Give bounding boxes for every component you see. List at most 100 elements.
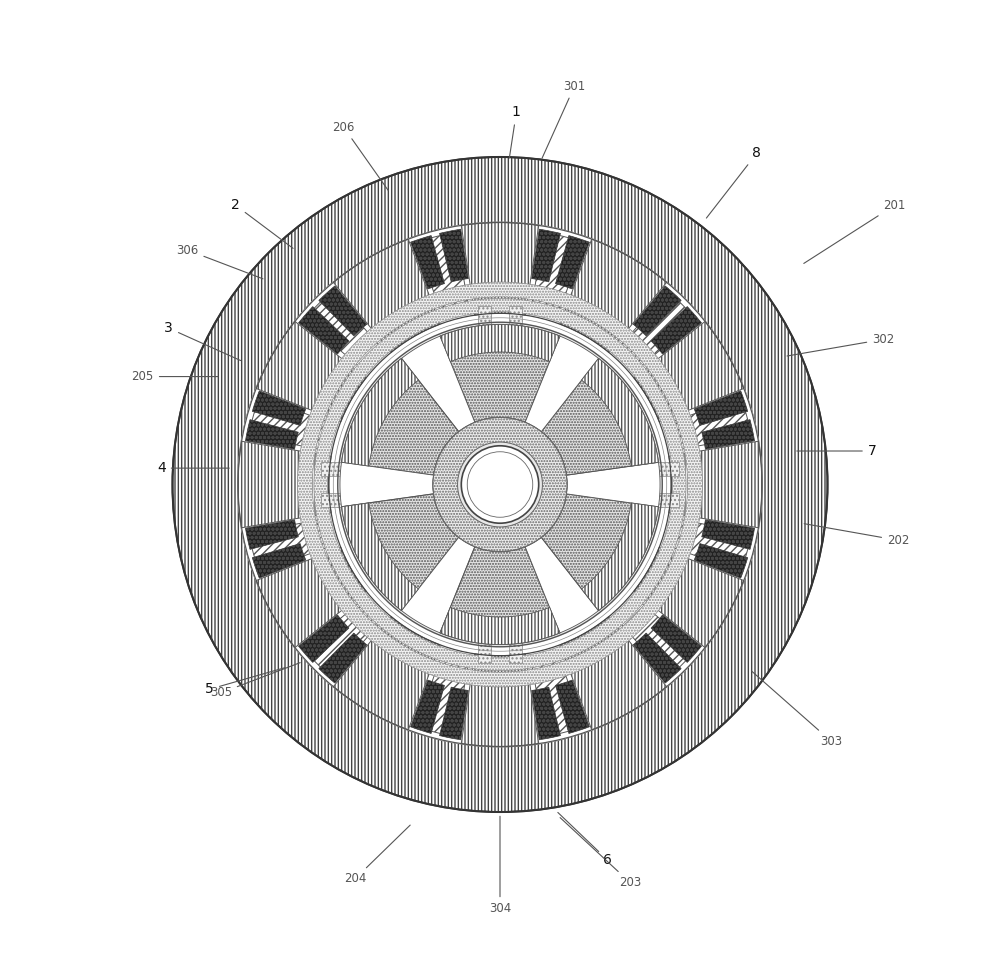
- Text: 306: 306: [176, 243, 263, 279]
- Polygon shape: [333, 616, 440, 730]
- Polygon shape: [651, 306, 701, 354]
- Polygon shape: [694, 544, 748, 578]
- Polygon shape: [411, 680, 444, 734]
- Polygon shape: [560, 616, 667, 730]
- Text: 303: 303: [751, 671, 842, 748]
- Polygon shape: [299, 306, 349, 354]
- Polygon shape: [461, 654, 539, 746]
- Polygon shape: [560, 239, 667, 353]
- Bar: [321, 462, 679, 476]
- Polygon shape: [256, 547, 366, 647]
- Polygon shape: [252, 391, 306, 425]
- Polygon shape: [340, 462, 434, 507]
- Polygon shape: [411, 235, 444, 289]
- Polygon shape: [651, 615, 701, 663]
- Polygon shape: [342, 494, 459, 610]
- Polygon shape: [616, 599, 696, 677]
- Text: 304: 304: [489, 816, 511, 916]
- Polygon shape: [238, 441, 331, 528]
- Polygon shape: [525, 336, 599, 432]
- Text: 203: 203: [560, 818, 641, 890]
- Text: 206: 206: [333, 121, 388, 191]
- Polygon shape: [256, 322, 366, 422]
- Polygon shape: [333, 616, 440, 730]
- Text: 301: 301: [542, 79, 586, 158]
- Circle shape: [433, 418, 567, 551]
- Bar: [478, 306, 491, 663]
- Polygon shape: [669, 441, 762, 528]
- Polygon shape: [245, 519, 298, 549]
- Polygon shape: [633, 633, 681, 683]
- Circle shape: [338, 323, 662, 646]
- Polygon shape: [342, 359, 418, 466]
- Text: 205: 205: [132, 370, 218, 383]
- Polygon shape: [256, 322, 366, 422]
- Text: 305: 305: [210, 663, 300, 700]
- Polygon shape: [666, 397, 751, 451]
- Polygon shape: [531, 652, 583, 736]
- Polygon shape: [440, 325, 560, 422]
- Polygon shape: [541, 494, 658, 610]
- Text: 6: 6: [558, 812, 612, 867]
- Polygon shape: [256, 547, 366, 647]
- Polygon shape: [634, 322, 744, 422]
- Bar: [321, 493, 679, 507]
- Polygon shape: [634, 547, 744, 647]
- Polygon shape: [633, 286, 681, 336]
- Polygon shape: [440, 325, 560, 361]
- Polygon shape: [461, 223, 539, 315]
- Polygon shape: [238, 441, 331, 528]
- Polygon shape: [440, 547, 560, 644]
- Polygon shape: [634, 547, 744, 647]
- Text: 201: 201: [804, 199, 906, 264]
- Polygon shape: [525, 537, 599, 633]
- Polygon shape: [531, 233, 583, 317]
- Text: 1: 1: [509, 106, 521, 158]
- Circle shape: [333, 318, 667, 651]
- Text: 302: 302: [787, 333, 894, 356]
- Polygon shape: [634, 322, 744, 422]
- Polygon shape: [440, 608, 560, 644]
- Polygon shape: [702, 519, 755, 549]
- Text: 204: 204: [344, 825, 410, 886]
- Polygon shape: [319, 633, 367, 683]
- Polygon shape: [616, 292, 696, 370]
- Polygon shape: [560, 616, 667, 730]
- Polygon shape: [333, 239, 440, 353]
- Polygon shape: [461, 223, 539, 315]
- Polygon shape: [299, 615, 349, 663]
- Bar: [509, 306, 522, 663]
- Polygon shape: [541, 359, 658, 475]
- Polygon shape: [694, 391, 748, 425]
- Polygon shape: [556, 680, 589, 734]
- Polygon shape: [532, 230, 560, 282]
- Polygon shape: [440, 230, 468, 282]
- Polygon shape: [304, 599, 384, 677]
- Polygon shape: [342, 503, 418, 610]
- Polygon shape: [417, 233, 469, 317]
- Polygon shape: [252, 544, 306, 578]
- Text: 202: 202: [804, 523, 909, 547]
- Polygon shape: [702, 420, 755, 450]
- Polygon shape: [532, 687, 560, 739]
- Polygon shape: [249, 397, 334, 451]
- Polygon shape: [582, 503, 658, 610]
- Text: 7: 7: [797, 444, 877, 458]
- Text: 4: 4: [157, 461, 229, 475]
- Polygon shape: [440, 687, 468, 739]
- Polygon shape: [304, 292, 384, 370]
- Polygon shape: [401, 537, 475, 633]
- Circle shape: [467, 452, 533, 517]
- Circle shape: [461, 446, 539, 523]
- Polygon shape: [417, 652, 469, 736]
- Polygon shape: [333, 239, 440, 353]
- Polygon shape: [560, 239, 667, 353]
- Polygon shape: [556, 235, 589, 289]
- Text: 5: 5: [205, 668, 285, 696]
- Polygon shape: [461, 654, 539, 746]
- Polygon shape: [566, 462, 660, 507]
- Text: 2: 2: [231, 199, 293, 248]
- Polygon shape: [245, 420, 298, 450]
- Polygon shape: [342, 359, 459, 475]
- Circle shape: [238, 223, 762, 746]
